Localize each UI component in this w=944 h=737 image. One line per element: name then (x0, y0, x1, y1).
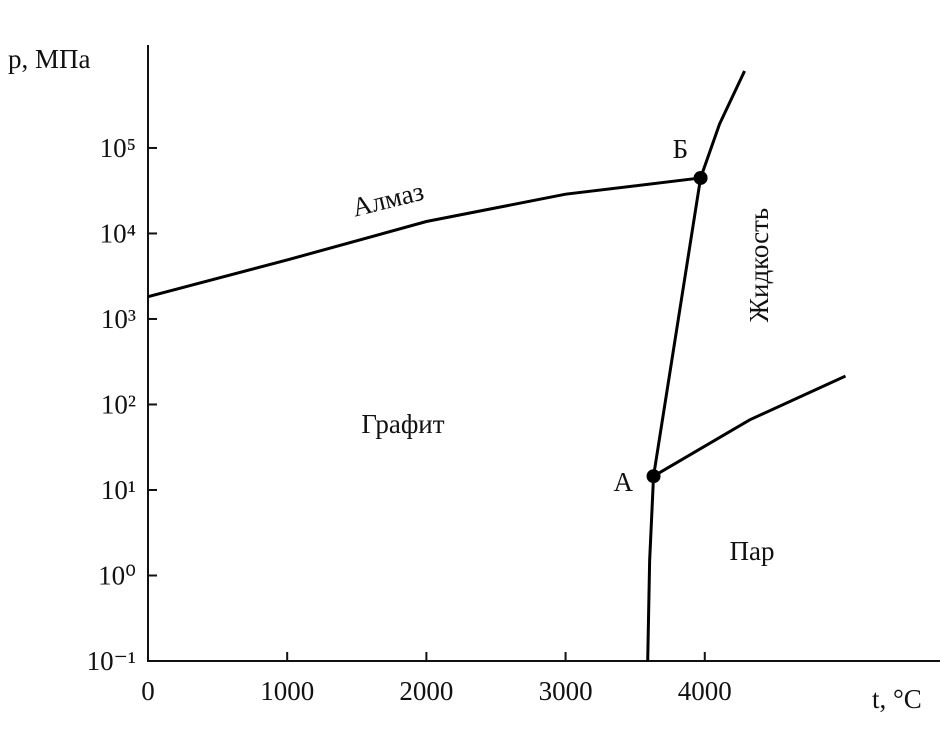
y-tick-label: 10¹ (101, 475, 136, 505)
region-label: Алмаз (349, 176, 427, 223)
point-label: Б (673, 134, 689, 164)
y-tick-label: 10³ (101, 304, 136, 334)
y-axis-label: p, МПа (8, 44, 91, 74)
y-tick-label: 10⁵ (100, 133, 136, 163)
x-tick-label: 3000 (539, 676, 593, 706)
x-tick-label: 4000 (678, 676, 732, 706)
phase-boundary (699, 70, 746, 179)
y-tick-label: 10⁰ (98, 560, 136, 590)
x-tick-label: 2000 (399, 676, 453, 706)
x-tick-label: 1000 (260, 676, 314, 706)
point-label: А (614, 467, 634, 497)
y-tick-label: 10⁴ (100, 218, 136, 248)
region-label: Пар (730, 536, 775, 566)
region-label: Графит (361, 409, 444, 439)
phase-boundary (646, 476, 656, 662)
y-tick-label: 10⁻¹ (87, 646, 136, 676)
region-label: Жидкость (744, 208, 774, 322)
phase-boundary (147, 176, 701, 299)
triple-point (646, 469, 661, 484)
phase-boundary (652, 177, 703, 477)
y-tick-label: 10² (101, 389, 136, 419)
x-axis-label: t, °C (872, 684, 922, 714)
triple-point (693, 170, 708, 185)
phase-boundary (652, 374, 847, 478)
x-tick-label: 0 (141, 676, 155, 706)
